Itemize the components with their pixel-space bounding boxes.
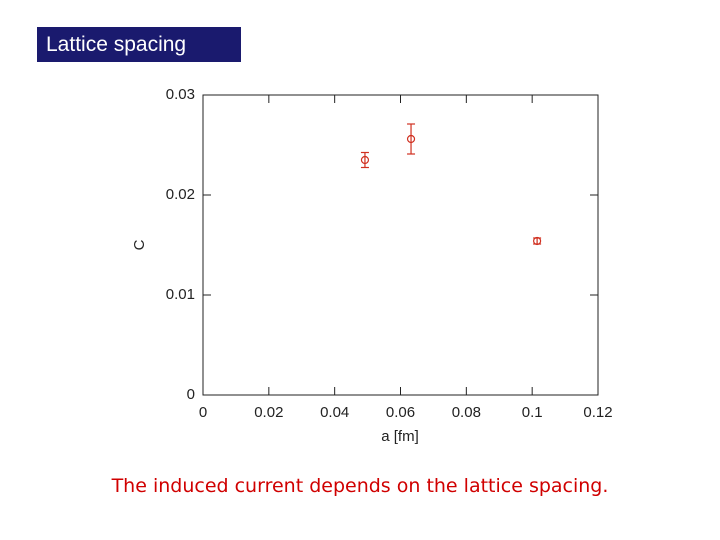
y-tick-label: 0.02 xyxy=(166,186,195,203)
x-axis-label: a [fm] xyxy=(381,428,419,445)
x-tick-label: 0 xyxy=(199,404,207,421)
y-tick-label: 0 xyxy=(187,386,195,403)
data-point xyxy=(533,236,542,246)
x-tick-label: 0.06 xyxy=(386,404,415,421)
y-tick-label: 0.01 xyxy=(166,286,195,303)
x-tick-label: 0.08 xyxy=(452,404,481,421)
data-point xyxy=(360,155,370,165)
caption: The induced current depends on the latti… xyxy=(111,475,609,497)
y-tick-label: 0.03 xyxy=(166,86,195,103)
plot-frame xyxy=(202,94,599,396)
x-tick-label: 0.12 xyxy=(583,404,612,421)
slide-title: Lattice spacing xyxy=(37,27,241,62)
x-tick-label: 0.1 xyxy=(522,404,543,421)
x-tick-label: 0.04 xyxy=(320,404,349,421)
x-tick-label: 0.02 xyxy=(254,404,283,421)
data-point xyxy=(406,134,416,144)
y-axis-label: C xyxy=(131,239,148,250)
